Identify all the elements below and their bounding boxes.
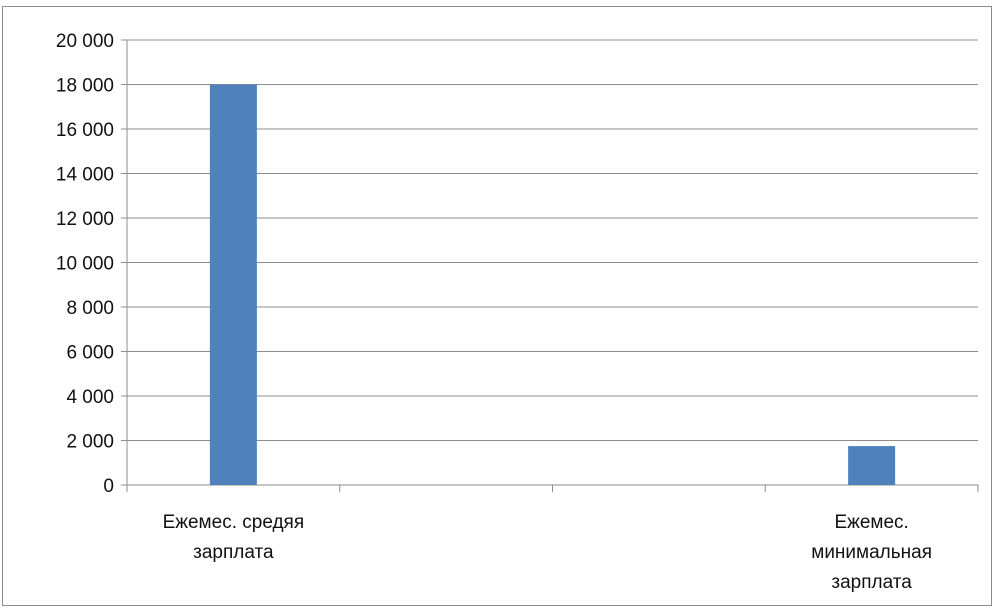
- y-tick-label: 18 000: [56, 76, 114, 97]
- x-category-label: зарплата: [193, 542, 274, 563]
- bar: [209, 84, 257, 485]
- y-tick-label: 4 000: [66, 387, 114, 408]
- y-tick-label: 10 000: [56, 254, 114, 275]
- chart-area: [2, 6, 992, 606]
- y-tick-label: 12 000: [56, 209, 114, 230]
- y-tick-label: 8 000: [66, 298, 114, 319]
- y-tick-label: 6 000: [66, 343, 114, 364]
- y-tick-label: 14 000: [56, 165, 114, 186]
- y-tick-label: 0: [103, 476, 114, 497]
- x-category-label: минимальная: [811, 542, 932, 563]
- y-tick-label: 16 000: [56, 120, 114, 141]
- x-category-label: Ежемес. средяя: [163, 512, 305, 533]
- y-tick-label: 2 000: [66, 432, 114, 453]
- bar: [848, 446, 896, 485]
- y-tick-label: 20 000: [56, 31, 114, 52]
- x-category-label: зарплата: [831, 572, 912, 593]
- x-category-label: Ежемес.: [834, 512, 908, 533]
